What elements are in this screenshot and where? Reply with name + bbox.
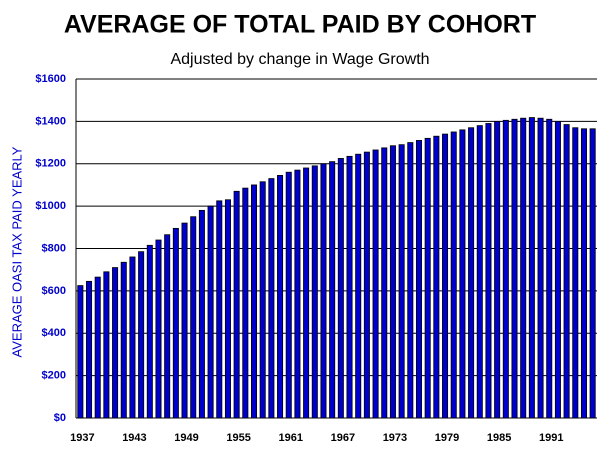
bar xyxy=(164,234,171,419)
x-tick-label: 1937 xyxy=(70,432,94,444)
x-tick-label: 1967 xyxy=(331,432,355,444)
bar xyxy=(146,244,153,419)
bar xyxy=(112,267,119,419)
bar xyxy=(363,151,370,419)
bar xyxy=(468,127,475,419)
bar xyxy=(433,135,440,419)
bar xyxy=(485,123,492,419)
bar xyxy=(207,205,214,419)
bar xyxy=(268,178,275,419)
bar xyxy=(294,169,301,419)
y-tick-label: $200 xyxy=(42,370,66,382)
y-tick-label: $1000 xyxy=(35,200,66,212)
bar xyxy=(181,222,188,419)
bar xyxy=(424,137,431,419)
bar xyxy=(442,133,449,419)
chart-subtitle: Adjusted by change in Wage Growth xyxy=(170,51,429,68)
bar xyxy=(138,251,145,419)
y-tick-label: $1400 xyxy=(35,115,66,127)
bar xyxy=(476,125,483,419)
bar xyxy=(251,184,258,419)
bar xyxy=(372,149,379,419)
bar xyxy=(233,190,240,419)
chart-title: AVERAGE OF TOTAL PAID BY COHORT xyxy=(64,11,536,39)
bar xyxy=(563,124,570,419)
bar xyxy=(459,129,466,419)
bar xyxy=(198,209,205,419)
y-tick-label: $1600 xyxy=(35,73,66,85)
bar xyxy=(589,128,596,419)
bar xyxy=(520,117,527,419)
bar xyxy=(337,158,344,419)
x-tick-label: 1979 xyxy=(435,432,459,444)
y-axis-title: AVERAGE OASI TAX PAID YEARLY xyxy=(9,146,24,357)
x-tick-label: 1991 xyxy=(539,432,563,444)
bar xyxy=(572,127,579,419)
bar xyxy=(155,239,162,419)
x-tick-label: 1943 xyxy=(122,432,146,444)
bar xyxy=(285,171,292,419)
bar xyxy=(528,117,535,419)
x-tick-label: 1973 xyxy=(383,432,407,444)
bar xyxy=(381,147,388,419)
bar xyxy=(320,163,327,419)
x-tick-label: 1949 xyxy=(174,432,198,444)
bar xyxy=(224,199,231,419)
x-tick-label: 1985 xyxy=(487,432,511,444)
bar xyxy=(172,227,179,419)
bar xyxy=(450,131,457,419)
bar xyxy=(242,187,249,419)
bar xyxy=(398,144,405,419)
bar xyxy=(355,153,362,419)
bar xyxy=(329,161,336,419)
bar xyxy=(511,118,518,419)
bar xyxy=(190,216,197,419)
bar xyxy=(77,285,84,419)
x-tick-label: 1955 xyxy=(226,432,250,444)
bar xyxy=(277,175,284,419)
y-tick-label: $800 xyxy=(42,242,66,254)
y-tick-label: $0 xyxy=(54,412,66,424)
bar xyxy=(129,256,136,419)
bar xyxy=(580,128,587,419)
bar xyxy=(554,120,561,419)
bar xyxy=(86,280,93,419)
bar xyxy=(94,276,101,419)
bar xyxy=(415,140,422,419)
bar xyxy=(494,120,501,419)
bar xyxy=(303,167,310,419)
bar xyxy=(407,142,414,419)
y-tick-label: $1200 xyxy=(35,158,66,170)
bar xyxy=(389,145,396,419)
bar xyxy=(311,165,318,419)
y-tick-label: $400 xyxy=(42,327,66,339)
y-tick-label: $600 xyxy=(42,285,66,297)
bar xyxy=(216,200,223,419)
bar xyxy=(537,117,544,419)
bar xyxy=(502,119,509,419)
bar xyxy=(259,181,266,419)
bar xyxy=(546,118,553,419)
bar xyxy=(346,155,353,419)
bar xyxy=(103,271,110,419)
x-tick-label: 1961 xyxy=(278,432,302,444)
bar xyxy=(120,261,127,419)
